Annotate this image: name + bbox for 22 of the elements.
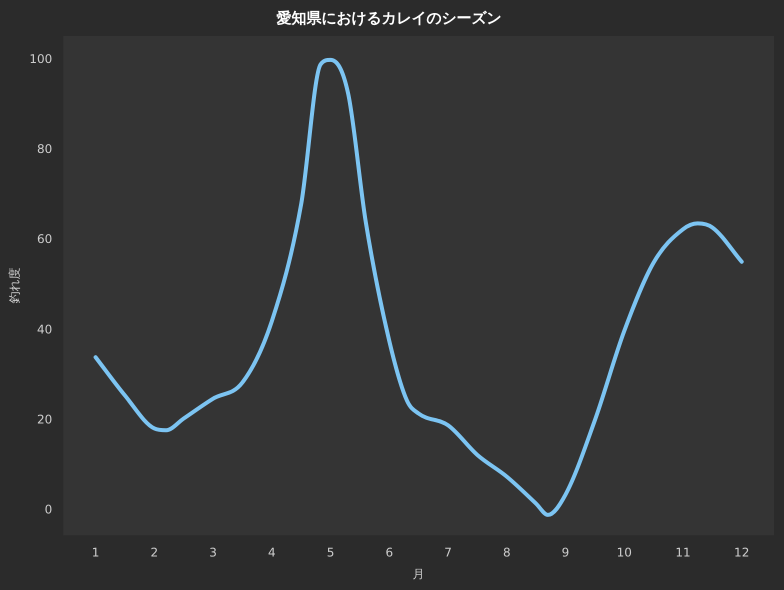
x-tick-label: 10 [616, 546, 632, 560]
x-tick-label: 8 [502, 546, 511, 560]
y-axis-title: 釣れ度 [7, 268, 22, 304]
x-axis-title: 月 [412, 566, 425, 581]
line-series [94, 58, 744, 517]
x-tick-label: 11 [675, 546, 691, 560]
x-tick-label: 1 [92, 546, 100, 560]
y-tick-label: 60 [37, 232, 52, 246]
y-tick-label: 80 [37, 142, 52, 156]
x-tick-label: 9 [562, 546, 570, 560]
x-tick-label: 4 [268, 546, 276, 560]
y-tick-label: 0 [44, 502, 52, 517]
y-tick-label: 40 [37, 322, 52, 336]
x-tick-label: 5 [326, 546, 334, 560]
x-tick-label: 3 [209, 546, 217, 560]
x-tick-label: 7 [444, 546, 452, 560]
chart-title: 愛知県におけるカレイのシーズン [276, 8, 502, 27]
x-tick-label: 6 [385, 546, 394, 560]
x-tick-label: 2 [150, 546, 158, 560]
y-tick-label: 20 [37, 412, 52, 426]
x-tick-label: 12 [734, 546, 750, 560]
y-tick-label: 100 [29, 52, 52, 66]
